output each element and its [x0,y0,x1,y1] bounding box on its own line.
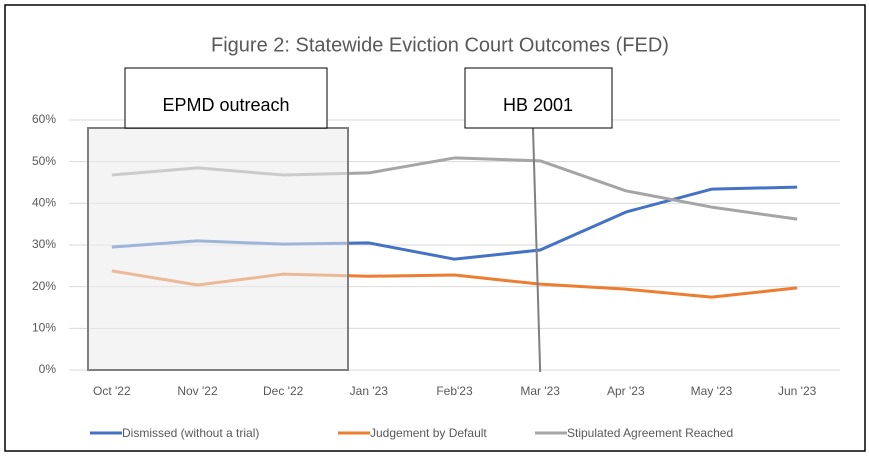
shaded-region [87,127,349,371]
legend-label: Stipulated Agreement Reached [567,426,733,440]
x-tick-label: Jun '23 [778,384,817,398]
annotation-box [464,67,613,129]
y-tick-label: 50% [32,154,56,168]
y-tick-label: 10% [32,321,56,335]
chart-title: Figure 2: Statewide Eviction Court Outco… [211,34,669,56]
y-tick-label: 60% [32,112,56,126]
y-tick-label: 0% [39,362,57,376]
x-tick-label: May '23 [691,384,733,398]
annotation-line [531,99,542,373]
x-tick-label: Oct '22 [93,384,131,398]
x-tick-label: Jan '23 [350,384,389,398]
y-tick-label: 40% [32,196,56,210]
y-tick-label: 30% [32,237,56,251]
annotation-box [124,67,328,129]
x-tick-label: Nov '22 [177,384,218,398]
legend-label: Judgement by Default [370,426,487,440]
x-tick-label: Feb'23 [436,384,473,398]
x-tick-label: Dec '22 [263,384,304,398]
x-tick-label: Mar '23 [520,384,560,398]
y-tick-label: 20% [32,279,56,293]
legend-label: Dismissed (without a trial) [122,426,259,440]
annotation-label: HB 2001 [503,95,573,115]
annotation-label: EPMD outreach [162,95,289,115]
x-tick-label: Apr '23 [607,384,645,398]
